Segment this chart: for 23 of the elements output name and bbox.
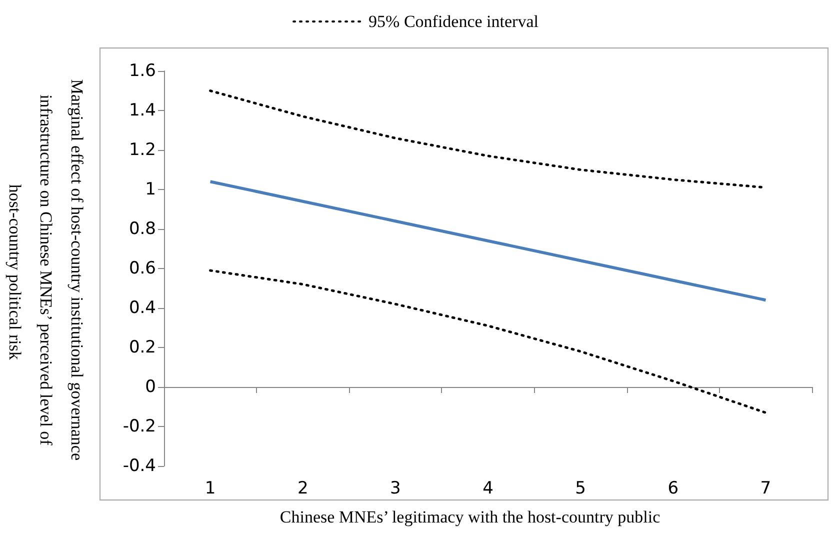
y-tick-label: 1.6 (128, 61, 156, 81)
y-tick-label: 0.4 (128, 298, 156, 318)
y-tick-label: 0.8 (128, 219, 156, 239)
x-tick-label: 5 (575, 478, 586, 498)
x-tick-label: 2 (297, 478, 308, 498)
x-tick-label: 4 (482, 478, 494, 498)
x-tick-label: 7 (760, 478, 772, 498)
line-series (209, 269, 767, 414)
y-tick-label: -0.2 (122, 416, 156, 436)
y-tick-label: 0 (145, 377, 156, 397)
y-axis-title: Marginal effect of host-country institutional governance infrastructure on Chinese MNEs’ perceived level of host-country political risk (6, 79, 86, 465)
x-axis-title: Chinese MNEs’ legitimacy with the host-country public (280, 508, 661, 526)
line-series (208, 180, 768, 302)
y-tick-label: 1.2 (128, 140, 156, 160)
legend-label: 95% Confidence interval (368, 12, 539, 31)
y-tick-label: 0.6 (128, 258, 156, 278)
y-tick-label: -0.4 (122, 456, 156, 476)
x-tick-label: 6 (668, 478, 679, 498)
y-tick-label: 0.2 (128, 338, 156, 358)
x-tick-label: 3 (390, 478, 401, 498)
y-tick-label: 1 (145, 180, 156, 200)
y-tick-label: 1.4 (128, 100, 156, 120)
x-tick-label: 1 (204, 478, 216, 498)
